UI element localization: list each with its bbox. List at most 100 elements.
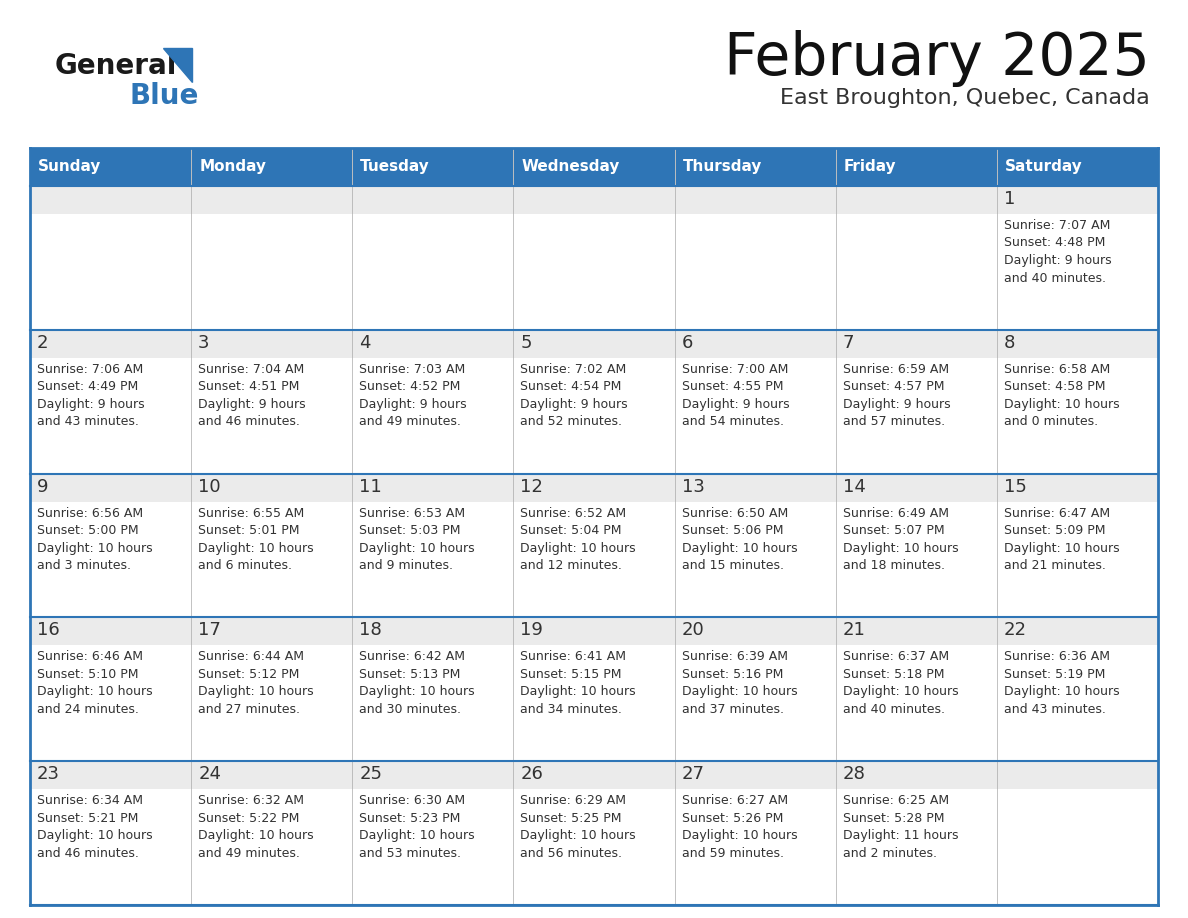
Text: Wednesday: Wednesday <box>522 160 620 174</box>
Text: Sunrise: 6:55 AM: Sunrise: 6:55 AM <box>198 507 304 520</box>
Bar <box>835 618 997 645</box>
Bar <box>191 186 353 214</box>
Text: Sunrise: 6:27 AM: Sunrise: 6:27 AM <box>682 794 788 807</box>
Text: Sunrise: 6:34 AM: Sunrise: 6:34 AM <box>37 794 143 807</box>
Bar <box>191 618 353 645</box>
Text: 22: 22 <box>1004 621 1026 640</box>
Bar <box>353 214 513 330</box>
Text: Daylight: 10 hours: Daylight: 10 hours <box>198 686 314 699</box>
Bar <box>191 330 353 358</box>
Bar <box>675 330 835 358</box>
Text: Sunrise: 6:49 AM: Sunrise: 6:49 AM <box>842 507 949 520</box>
Text: Sunrise: 6:36 AM: Sunrise: 6:36 AM <box>1004 650 1110 664</box>
Bar <box>997 501 1158 618</box>
Text: Daylight: 10 hours: Daylight: 10 hours <box>37 829 152 842</box>
Text: Sunset: 4:57 PM: Sunset: 4:57 PM <box>842 380 944 393</box>
Text: Sunrise: 6:53 AM: Sunrise: 6:53 AM <box>359 507 466 520</box>
Text: 11: 11 <box>359 477 383 496</box>
Text: Saturday: Saturday <box>1005 160 1082 174</box>
Text: and 40 minutes.: and 40 minutes. <box>1004 272 1106 285</box>
Text: and 15 minutes.: and 15 minutes. <box>682 559 784 572</box>
Text: and 59 minutes.: and 59 minutes. <box>682 846 784 859</box>
Text: Daylight: 10 hours: Daylight: 10 hours <box>37 542 152 554</box>
Text: and 12 minutes.: and 12 minutes. <box>520 559 623 572</box>
Bar <box>675 501 835 618</box>
Text: 26: 26 <box>520 766 543 783</box>
Polygon shape <box>163 48 192 82</box>
Text: Sunset: 5:09 PM: Sunset: 5:09 PM <box>1004 524 1105 537</box>
Bar <box>675 214 835 330</box>
Text: and 2 minutes.: and 2 minutes. <box>842 846 936 859</box>
Bar <box>30 761 191 789</box>
Text: Daylight: 10 hours: Daylight: 10 hours <box>37 686 152 699</box>
Text: Sunset: 5:06 PM: Sunset: 5:06 PM <box>682 524 783 537</box>
Text: Daylight: 9 hours: Daylight: 9 hours <box>198 397 305 410</box>
Bar <box>835 474 997 501</box>
Text: Sunset: 5:03 PM: Sunset: 5:03 PM <box>359 524 461 537</box>
Text: 7: 7 <box>842 334 854 352</box>
Bar <box>191 214 353 330</box>
Bar <box>30 148 191 186</box>
Text: Sunrise: 6:50 AM: Sunrise: 6:50 AM <box>682 507 788 520</box>
Text: Sunrise: 7:06 AM: Sunrise: 7:06 AM <box>37 363 144 375</box>
Text: and 57 minutes.: and 57 minutes. <box>842 415 944 429</box>
Text: 14: 14 <box>842 477 866 496</box>
Text: 12: 12 <box>520 477 543 496</box>
Bar <box>30 645 191 761</box>
Bar <box>513 474 675 501</box>
Bar <box>997 214 1158 330</box>
Text: and 6 minutes.: and 6 minutes. <box>198 559 292 572</box>
Text: and 46 minutes.: and 46 minutes. <box>37 846 139 859</box>
Bar <box>997 148 1158 186</box>
Bar <box>513 330 675 358</box>
Text: and 46 minutes.: and 46 minutes. <box>198 415 301 429</box>
Bar <box>675 358 835 474</box>
Bar <box>997 618 1158 645</box>
Text: Daylight: 10 hours: Daylight: 10 hours <box>682 829 797 842</box>
Bar <box>191 645 353 761</box>
Text: 24: 24 <box>198 766 221 783</box>
Bar <box>191 501 353 618</box>
Text: 4: 4 <box>359 334 371 352</box>
Text: and 0 minutes.: and 0 minutes. <box>1004 415 1098 429</box>
Bar <box>997 645 1158 761</box>
Text: Sunset: 5:07 PM: Sunset: 5:07 PM <box>842 524 944 537</box>
Text: Daylight: 10 hours: Daylight: 10 hours <box>682 686 797 699</box>
Text: and 21 minutes.: and 21 minutes. <box>1004 559 1106 572</box>
Text: 3: 3 <box>198 334 209 352</box>
Text: and 49 minutes.: and 49 minutes. <box>359 415 461 429</box>
Text: East Broughton, Quebec, Canada: East Broughton, Quebec, Canada <box>781 88 1150 108</box>
Text: Sunrise: 6:37 AM: Sunrise: 6:37 AM <box>842 650 949 664</box>
Text: Daylight: 10 hours: Daylight: 10 hours <box>842 542 959 554</box>
Text: and 43 minutes.: and 43 minutes. <box>1004 703 1106 716</box>
Bar <box>353 645 513 761</box>
Text: Daylight: 10 hours: Daylight: 10 hours <box>520 686 636 699</box>
Text: Sunrise: 6:46 AM: Sunrise: 6:46 AM <box>37 650 143 664</box>
Bar <box>30 214 191 330</box>
Bar <box>513 789 675 905</box>
Bar <box>675 645 835 761</box>
Bar <box>513 618 675 645</box>
Bar <box>513 214 675 330</box>
Text: Sunset: 5:12 PM: Sunset: 5:12 PM <box>198 668 299 681</box>
Text: Daylight: 9 hours: Daylight: 9 hours <box>1004 254 1112 267</box>
Text: and 27 minutes.: and 27 minutes. <box>198 703 301 716</box>
Bar <box>191 789 353 905</box>
Bar <box>30 474 191 501</box>
Text: 8: 8 <box>1004 334 1016 352</box>
Text: Sunset: 5:21 PM: Sunset: 5:21 PM <box>37 812 138 824</box>
Text: Daylight: 10 hours: Daylight: 10 hours <box>682 542 797 554</box>
Bar <box>997 358 1158 474</box>
Text: Daylight: 10 hours: Daylight: 10 hours <box>520 542 636 554</box>
Text: Sunset: 5:00 PM: Sunset: 5:00 PM <box>37 524 139 537</box>
Text: Sunrise: 6:47 AM: Sunrise: 6:47 AM <box>1004 507 1110 520</box>
Text: 19: 19 <box>520 621 543 640</box>
Text: Daylight: 10 hours: Daylight: 10 hours <box>359 542 475 554</box>
Text: and 56 minutes.: and 56 minutes. <box>520 846 623 859</box>
Bar <box>353 474 513 501</box>
Text: Sunrise: 6:56 AM: Sunrise: 6:56 AM <box>37 507 143 520</box>
Text: and 34 minutes.: and 34 minutes. <box>520 703 623 716</box>
Text: and 43 minutes.: and 43 minutes. <box>37 415 139 429</box>
Text: Daylight: 9 hours: Daylight: 9 hours <box>359 397 467 410</box>
Text: Daylight: 10 hours: Daylight: 10 hours <box>359 686 475 699</box>
